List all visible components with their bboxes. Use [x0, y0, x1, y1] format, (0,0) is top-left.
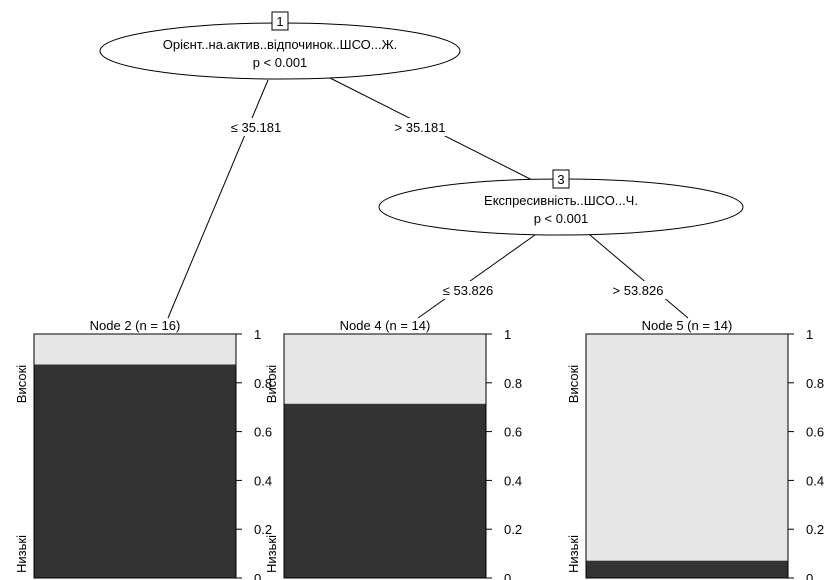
split-variable-1: Орієнт..на.актив..відпочинок..ШСО...Ж.	[163, 37, 398, 52]
split-node-3: 3 Експресивність..ШСО...Ч. p < 0.001	[378, 169, 744, 236]
axis-tick-label: 1	[254, 327, 261, 342]
terminal-node-title: Node 5 (n = 14)	[642, 318, 733, 333]
axis-tick-label: 1	[806, 327, 813, 342]
axis-tick-label: 0.8	[806, 376, 824, 391]
edge-label-node3-left: ≤ 53.826	[443, 283, 494, 298]
bar-visoki	[34, 334, 236, 365]
edge-node3-to-node4	[417, 234, 536, 319]
class-label-top: Високі	[264, 365, 279, 403]
edge-node3-to-node5	[589, 234, 689, 319]
terminal-node-title: Node 4 (n = 14)	[340, 318, 431, 333]
terminal-panels: Node 2 (n = 16) 0 0.2 0.4 0.6 0.8 1 Високі Низьк…	[14, 318, 824, 580]
split-node-1: 1 Орієнт..на.актив..відпочинок..ШСО...Ж.…	[99, 11, 461, 80]
bar-nyzki	[284, 403, 486, 578]
split-pvalue-1: p < 0.001	[253, 55, 308, 70]
axis-tick-label: 0.2	[504, 522, 522, 537]
axis-tick-label: 0	[254, 571, 261, 580]
axis-tick-label: 1	[504, 327, 511, 342]
bar-nyzki	[586, 560, 788, 578]
class-label-bottom: Низькі	[264, 535, 279, 573]
axis-tick-label: 0.8	[504, 376, 522, 391]
axis-tick-label: 0.4	[254, 473, 272, 488]
terminal-node-2: Node 4 (n = 14) 0 0.2 0.4 0.6 0.8 1 Високі Низьк…	[264, 318, 522, 580]
edge-label-node3-right: > 53.826	[613, 283, 664, 298]
split-pvalue-3: p < 0.001	[534, 211, 589, 226]
class-label-bottom: Низькі	[14, 535, 29, 573]
bar-visoki	[586, 334, 788, 561]
class-label-bottom: Низькі	[566, 535, 581, 573]
class-label-top: Високі	[14, 365, 29, 403]
axis-tick-label: 0.6	[806, 425, 824, 440]
axis-tick-label: 0.6	[254, 425, 272, 440]
terminal-node-title: Node 2 (n = 16)	[90, 318, 181, 333]
terminal-node-3: Node 5 (n = 14) 0 0.2 0.4 0.6 0.8 1 Високі Низьк…	[566, 318, 824, 580]
axis-tick-label: 0.6	[504, 425, 522, 440]
panel-border	[33, 333, 237, 579]
class-label-top: Високі	[566, 365, 581, 403]
axis-tick-label: 0.4	[504, 473, 522, 488]
terminal-node-1: Node 2 (n = 16) 0 0.2 0.4 0.6 0.8 1 Високі Низьк…	[14, 318, 272, 580]
panel-border	[585, 333, 789, 579]
axis-tick-label: 0	[806, 571, 813, 580]
edge-root-to-node2	[167, 79, 269, 319]
node-id-1: 1	[276, 14, 283, 29]
panel-border	[283, 333, 487, 579]
axis-tick-label: 0	[504, 571, 511, 580]
edge-label-root-left: ≤ 35.181	[231, 120, 282, 135]
axis-tick-label: 0.2	[806, 522, 824, 537]
axis-tick-label: 0.2	[254, 522, 272, 537]
axis-tick-label: 0.4	[806, 473, 824, 488]
axis-tick-label: 0.8	[254, 376, 272, 391]
edge-label-root-right: > 35.181	[395, 120, 446, 135]
node-id-3: 3	[557, 172, 564, 187]
bar-nyzki	[34, 364, 236, 578]
bar-visoki	[284, 334, 486, 404]
split-variable-3: Експресивність..ШСО...Ч.	[484, 193, 638, 208]
